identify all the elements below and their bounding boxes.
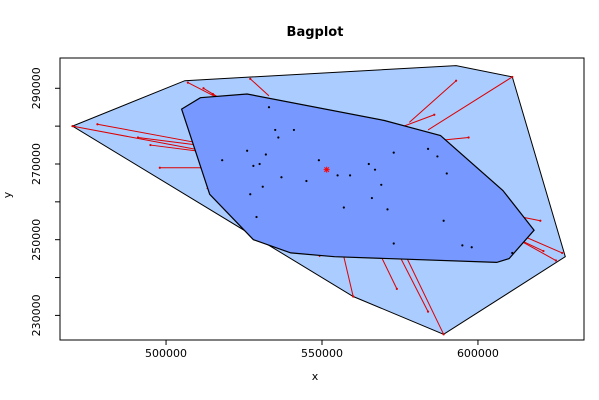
whisker-line-12	[427, 76, 513, 131]
axes-layer: 500000 550000 600000 230000 250000 270000 2900…	[30, 67, 499, 360]
outer-point-12	[511, 75, 514, 79]
center-marker-stroke-3	[324, 167, 330, 173]
outer-point-16	[554, 259, 558, 262]
inner-point-29	[511, 251, 514, 255]
inner-point-20	[426, 147, 430, 150]
y-tick-label-3: 290000	[30, 67, 43, 109]
center-marker	[323, 166, 330, 173]
whisker-line-9	[249, 78, 270, 97]
whisker-line-21	[343, 256, 354, 297]
x-tick-label-1: 550000	[301, 347, 343, 360]
inner-point-27	[461, 244, 464, 247]
inner-point-25	[392, 242, 395, 245]
whisker-line-16	[518, 239, 557, 261]
inner-point-26	[442, 219, 445, 222]
outer-point-20	[395, 287, 398, 290]
inner-point-22	[445, 172, 448, 175]
outer-point-6	[202, 87, 205, 90]
inner-point-21	[436, 155, 439, 158]
inner-point-30	[221, 159, 224, 162]
outer-point-9	[249, 77, 252, 80]
x-axis-label: x	[312, 370, 319, 383]
y-tick-label-2: 270000	[30, 143, 43, 185]
outer-point-10	[433, 113, 436, 116]
inner-point-15	[367, 162, 370, 166]
inner-point-4	[292, 128, 296, 132]
inner-point-24	[342, 206, 345, 209]
bag-polygon	[180, 93, 535, 264]
whisker-line-1	[97, 123, 210, 146]
inner-point-14	[348, 174, 352, 177]
inner-point-13	[336, 174, 339, 177]
outer-point-15	[561, 251, 564, 255]
inner-point-1	[267, 106, 271, 109]
points-layer	[221, 106, 514, 255]
inner-point-17	[380, 183, 383, 186]
inner-point-0	[246, 149, 249, 152]
inner-point-16	[373, 168, 377, 171]
x-tick-label-0: 500000	[145, 347, 187, 360]
inner-point-3	[277, 136, 280, 139]
inner-point-19	[392, 151, 395, 154]
whisker-line-19	[399, 256, 429, 312]
inner-point-8	[261, 185, 264, 188]
inner-point-10	[280, 176, 283, 179]
outer-point-7	[211, 92, 214, 96]
inner-point-18	[370, 196, 374, 200]
outer-point-21	[352, 295, 355, 298]
outer-point-18	[442, 333, 445, 336]
inner-point-9	[249, 193, 252, 196]
outer-point-4	[158, 166, 161, 169]
inner-point-2	[274, 128, 277, 132]
x-tick-label-2: 600000	[457, 347, 499, 360]
whisker-line-20	[380, 256, 398, 290]
inner-point-11	[305, 179, 308, 183]
whisker-line-11	[409, 80, 457, 123]
outer-point-3	[149, 143, 152, 147]
inner-point-28	[470, 246, 473, 249]
bag-layer	[180, 93, 535, 264]
inner-point-7	[252, 164, 255, 167]
inner-point-12	[317, 159, 320, 162]
y-tick-label-0: 230000	[30, 294, 43, 336]
outer-point-1	[96, 123, 99, 126]
inner-point-23	[386, 208, 389, 211]
outer-point-0	[71, 125, 74, 128]
whisker-line-18	[405, 256, 445, 335]
center-layer	[323, 166, 330, 173]
y-tick-label-1: 250000	[30, 219, 43, 261]
outer-point-13	[467, 136, 470, 139]
inner-point-5	[258, 162, 261, 166]
outer-point-5	[186, 81, 189, 84]
outer-point-2	[136, 136, 140, 139]
outer-point-19	[426, 310, 430, 313]
y-axis-label: y	[1, 191, 14, 198]
inner-point-31	[255, 215, 258, 219]
outer-point-17	[542, 249, 545, 253]
inner-point-6	[264, 153, 267, 156]
outer-point-11	[455, 79, 458, 82]
chart-title: Bagplot	[287, 25, 344, 40]
outer-point-14	[539, 219, 542, 222]
